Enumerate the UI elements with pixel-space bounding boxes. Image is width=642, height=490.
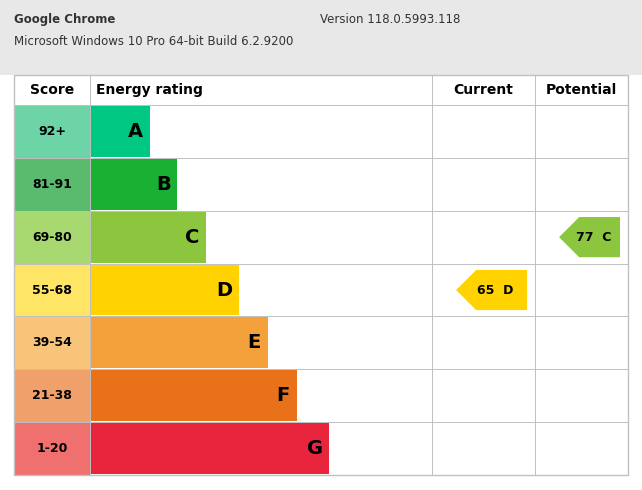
Bar <box>432 105 535 158</box>
Text: Current: Current <box>453 83 514 97</box>
Text: 69-80: 69-80 <box>32 231 72 244</box>
Text: 77  C: 77 C <box>576 231 611 244</box>
Text: 1-20: 1-20 <box>37 442 67 455</box>
Bar <box>432 211 535 264</box>
Text: 21-38: 21-38 <box>32 389 72 402</box>
Bar <box>432 158 535 211</box>
Text: B: B <box>156 175 171 194</box>
Text: Version 118.0.5993.118: Version 118.0.5993.118 <box>320 14 460 26</box>
Text: C: C <box>185 228 200 246</box>
Bar <box>535 369 628 422</box>
Bar <box>90 212 206 263</box>
Text: 55-68: 55-68 <box>32 284 72 296</box>
Text: Energy rating: Energy rating <box>96 83 203 97</box>
Bar <box>14 75 628 475</box>
Bar <box>432 369 535 422</box>
Bar <box>0 0 642 75</box>
Bar <box>90 370 297 421</box>
Bar <box>14 422 90 475</box>
Bar <box>432 317 535 369</box>
Bar <box>90 423 329 474</box>
Bar <box>535 105 628 158</box>
Text: 39-54: 39-54 <box>32 336 72 349</box>
Bar <box>432 264 535 317</box>
Text: G: G <box>308 439 324 458</box>
Bar <box>14 105 90 158</box>
Bar <box>535 317 628 369</box>
Bar <box>14 369 90 422</box>
Bar <box>90 265 239 316</box>
Text: E: E <box>247 333 261 352</box>
Bar <box>90 318 268 368</box>
Text: Potential: Potential <box>546 83 617 97</box>
Polygon shape <box>559 217 620 257</box>
Text: 65  D: 65 D <box>478 284 514 296</box>
Text: A: A <box>128 122 143 141</box>
Text: Score: Score <box>30 83 74 97</box>
Polygon shape <box>456 270 527 310</box>
Bar <box>14 211 90 264</box>
Bar <box>90 159 177 210</box>
Bar <box>535 211 628 264</box>
Bar <box>535 158 628 211</box>
Text: 81-91: 81-91 <box>32 178 72 191</box>
Text: D: D <box>217 280 233 299</box>
Bar <box>535 422 628 475</box>
Text: 92+: 92+ <box>38 125 66 138</box>
Bar <box>90 106 150 157</box>
Bar <box>14 317 90 369</box>
Bar <box>432 422 535 475</box>
Text: Google Chrome: Google Chrome <box>14 14 116 26</box>
Text: Microsoft Windows 10 Pro 64-bit Build 6.2.9200: Microsoft Windows 10 Pro 64-bit Build 6.… <box>14 35 293 49</box>
Bar <box>14 264 90 317</box>
Text: F: F <box>276 386 290 405</box>
Bar <box>14 75 628 105</box>
Bar <box>14 158 90 211</box>
Bar <box>535 264 628 317</box>
